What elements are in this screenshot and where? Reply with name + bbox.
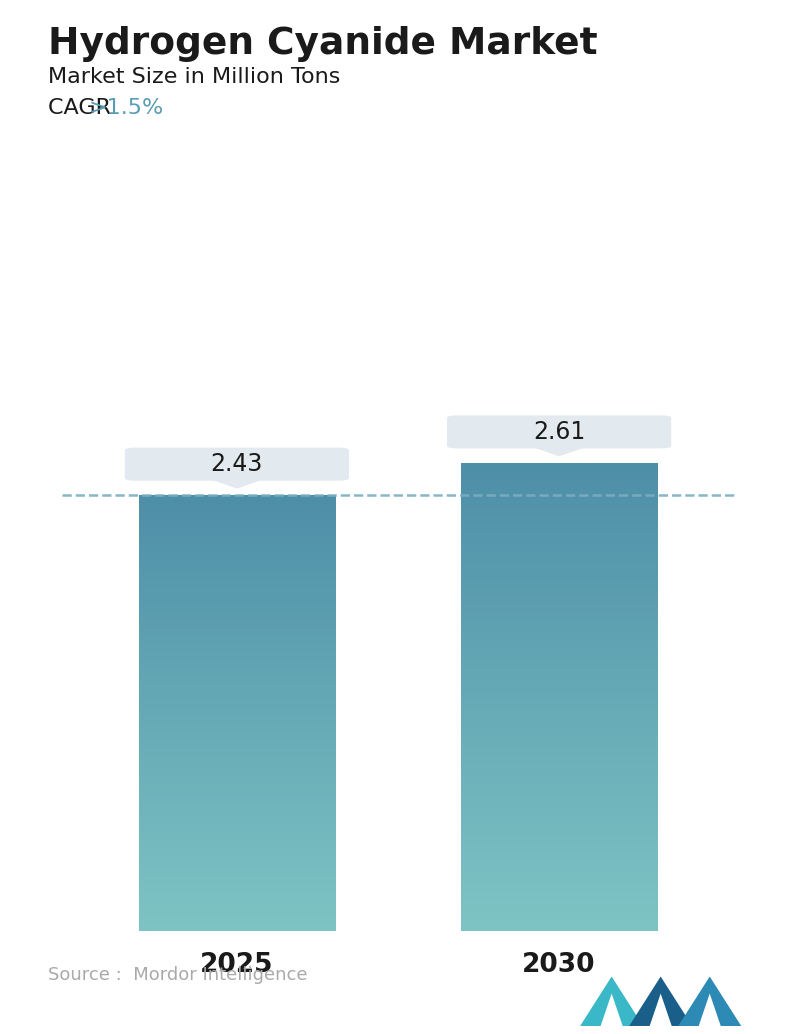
- Text: CAGR: CAGR: [48, 98, 118, 118]
- Text: Hydrogen Cyanide Market: Hydrogen Cyanide Market: [48, 26, 597, 62]
- Text: Market Size in Million Tons: Market Size in Million Tons: [48, 67, 340, 87]
- FancyBboxPatch shape: [447, 416, 671, 449]
- Polygon shape: [580, 976, 643, 1026]
- Text: >1.5%: >1.5%: [88, 98, 164, 118]
- Polygon shape: [678, 976, 741, 1026]
- Polygon shape: [209, 478, 265, 488]
- FancyBboxPatch shape: [125, 448, 349, 481]
- Polygon shape: [531, 446, 587, 456]
- Text: 2.43: 2.43: [211, 452, 263, 477]
- Polygon shape: [629, 976, 693, 1026]
- Text: 2.61: 2.61: [533, 420, 585, 444]
- Text: Source :  Mordor Intelligence: Source : Mordor Intelligence: [48, 967, 307, 984]
